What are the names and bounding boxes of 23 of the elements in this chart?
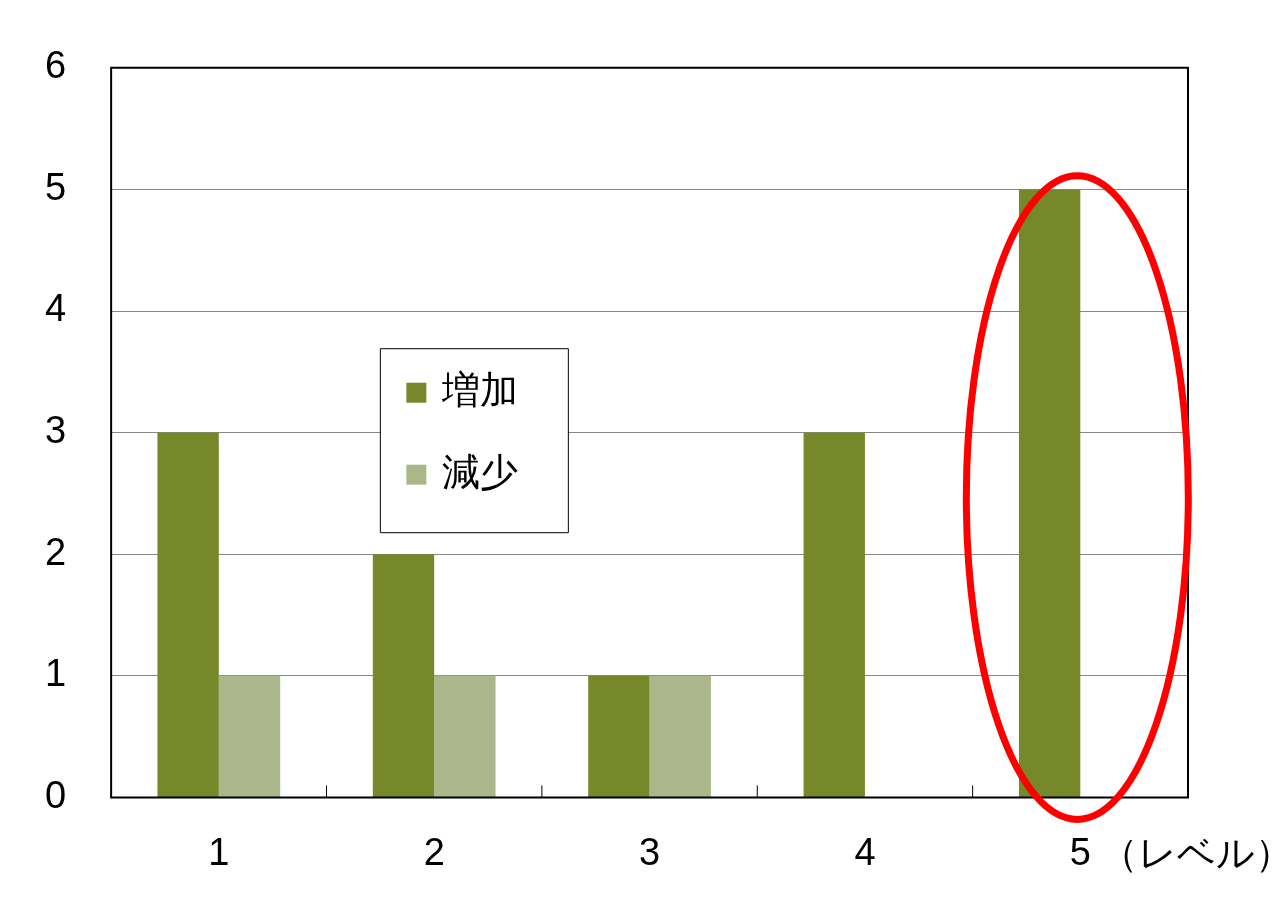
x-tick-label: 2	[423, 830, 445, 873]
y-tick-label: 6	[44, 44, 67, 87]
bar	[1018, 189, 1081, 797]
y-tick-label: 3	[44, 409, 67, 452]
y-tick-label: 2	[44, 530, 67, 573]
y-tick-label: 4	[44, 287, 67, 330]
bar	[218, 675, 281, 797]
bar	[803, 432, 865, 797]
y-tick-label: 1	[44, 652, 67, 695]
x-tick-label: 4	[854, 830, 876, 873]
x-axis-title: （レベル）	[1100, 831, 1288, 874]
legend-label: 減少	[442, 451, 519, 494]
bar	[372, 554, 435, 797]
x-tick-label: 3	[639, 830, 661, 873]
bar	[588, 675, 650, 797]
x-tick-label: 1	[208, 830, 230, 873]
legend-label: 増加	[441, 369, 519, 412]
bar	[434, 675, 496, 797]
bar	[649, 675, 711, 797]
y-tick-label: 5	[44, 165, 67, 208]
bar	[157, 432, 219, 797]
x-tick-label: 5	[1069, 830, 1091, 873]
y-tick-label: 0	[44, 773, 67, 816]
